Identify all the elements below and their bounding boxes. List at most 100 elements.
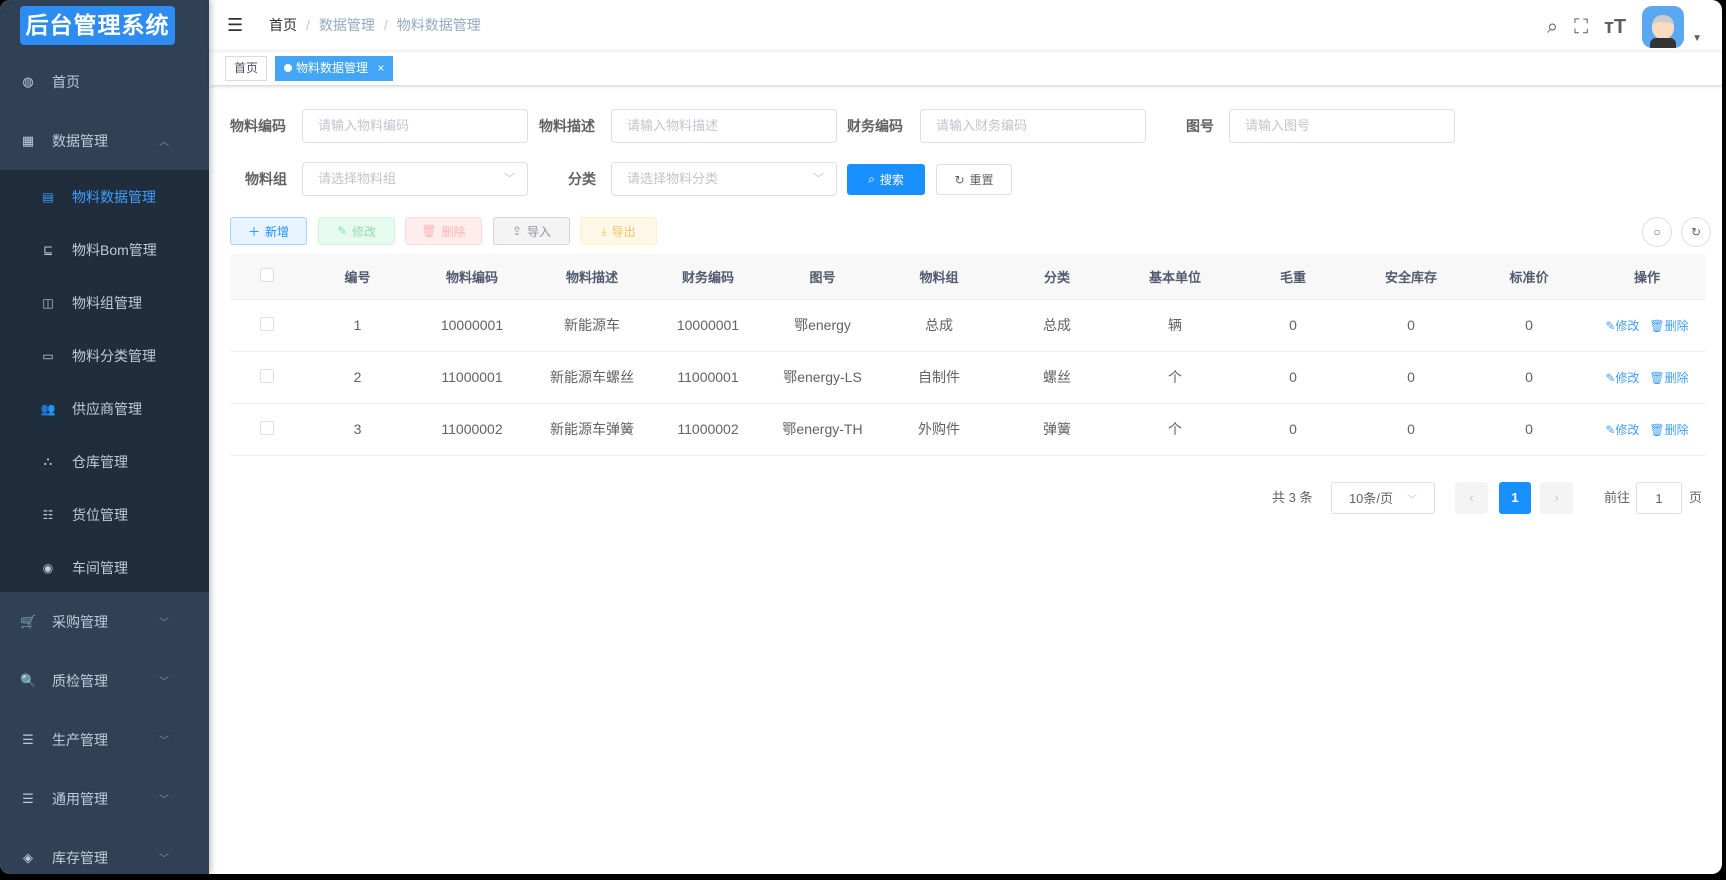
row-checkbox[interactable]	[260, 316, 274, 331]
page-1-button[interactable]: 1	[1499, 482, 1531, 514]
row-edit-link[interactable]: ✎修改	[1605, 422, 1640, 437]
link-label: 删除	[1664, 370, 1689, 385]
tab-home[interactable]: 首页	[225, 56, 268, 81]
link-label: 删除	[1664, 422, 1689, 437]
row-delete-link[interactable]: 🗑删除	[1649, 318, 1689, 333]
table-cell: 11000002	[651, 403, 765, 456]
sidebar-item-bom[interactable]: ⊑ 物料Bom管理	[0, 223, 209, 276]
sidebar: 后台管理系统 ◍ 首页 ▦ 数据管理 ︿ ▤ 物料数据管理 ⊑ 物料Bom管理 ◫ 物料组管…	[0, 0, 209, 874]
menu-toggle-icon[interactable]: ☰	[227, 14, 244, 35]
breadcrumb-item: 数据管理	[318, 17, 375, 33]
table-cell: 鄂energy-TH	[765, 403, 880, 456]
column-header: 标准价	[1470, 254, 1588, 300]
finance-code-input[interactable]: 请输入财务编码	[920, 109, 1146, 143]
avatar[interactable]	[1642, 6, 1685, 48]
add-button[interactable]: ＋ 新增	[230, 217, 307, 245]
select-all-checkbox[interactable]	[260, 267, 274, 282]
navbar: ☰ 首页 / 数据管理 / 物料数据管理 ⌕ ⛶ ᴛT ▼	[209, 0, 1722, 50]
sidebar-item-inventory[interactable]: ◈ 库存管理 ﹀	[0, 828, 209, 874]
link-label: 删除	[1664, 318, 1689, 333]
close-icon[interactable]: ×	[377, 61, 385, 75]
material-desc-input[interactable]: 请输入物料描述	[611, 109, 837, 143]
sidebar-item-workshop[interactable]: ◉ 车间管理	[0, 541, 209, 594]
document-icon: ▤	[42, 189, 54, 204]
chevron-down-icon: ﹀	[504, 173, 515, 185]
material-code-input[interactable]: 请输入物料编码	[302, 109, 528, 143]
import-button[interactable]: ⇪ 导入	[493, 217, 570, 245]
menu-label: 物料Bom管理	[72, 241, 157, 258]
drawing-no-input[interactable]: 请输入图号	[1229, 109, 1455, 143]
sidebar-item-warehouse[interactable]: ⛬ 仓库管理	[0, 435, 209, 488]
trash-icon: 🗑	[421, 224, 437, 238]
column-header: 图号	[765, 254, 880, 300]
table-cell: 0	[1234, 403, 1352, 456]
sidebar-item-supplier[interactable]: 👥 供应商管理	[0, 382, 209, 435]
row-delete-link[interactable]: 🗑删除	[1649, 422, 1689, 437]
table-cell: 0	[1470, 299, 1588, 352]
row-delete-link[interactable]: 🗑删除	[1649, 370, 1689, 385]
row-edit-link[interactable]: ✎修改	[1605, 318, 1640, 333]
reset-button[interactable]: ↻ 重置	[936, 164, 1012, 195]
column-icon: ◫	[42, 295, 54, 310]
fullscreen-icon[interactable]: ⛶	[1574, 15, 1589, 38]
sidebar-item-quality[interactable]: 🔍 质检管理 ﹀	[0, 651, 209, 710]
row-checkbox[interactable]	[260, 420, 274, 435]
cart-icon: 🛒	[20, 613, 37, 629]
edit-button[interactable]: ✎ 修改	[318, 217, 395, 245]
material-code-label: 物料编码	[230, 118, 286, 134]
toggle-search-button[interactable]: ○	[1642, 217, 1672, 247]
sidebar-item-group[interactable]: ◫ 物料组管理	[0, 276, 209, 329]
font-size-icon[interactable]: ᴛT	[1604, 15, 1627, 38]
delete-button[interactable]: 🗑 删除	[405, 217, 482, 245]
column-header: 毛重	[1234, 254, 1352, 300]
goto-label: 前往	[1604, 490, 1631, 505]
column-header: 物料组	[880, 254, 998, 300]
logo: 后台管理系统	[20, 6, 175, 45]
upload-icon: ⇪	[511, 224, 523, 238]
button-label: 导出	[611, 224, 636, 239]
search-icon: ○	[1653, 225, 1661, 239]
category-select[interactable]: 请选择物料分类 ﹀	[611, 162, 837, 196]
chevron-down-icon: ﹀	[813, 173, 824, 185]
material-group-select[interactable]: 请选择物料组 ﹀	[302, 162, 528, 196]
breadcrumb-item[interactable]: 首页	[269, 17, 297, 33]
table-cell: 个	[1116, 351, 1234, 404]
category-label: 分类	[568, 171, 596, 187]
menu-label: 物料分类管理	[72, 347, 156, 364]
table-cell: 鄂energy-LS	[765, 351, 880, 404]
search-icon[interactable]: ⌕	[1546, 15, 1559, 38]
table-cell: 2	[304, 351, 411, 404]
sidebar-item-production[interactable]: ☰ 生产管理 ﹀	[0, 710, 209, 769]
export-button[interactable]: ⤓ 导出	[580, 217, 657, 245]
edit-icon: ✎	[336, 224, 348, 238]
sidebar-item-purchase[interactable]: 🛒 采购管理 ﹀	[0, 592, 209, 651]
chevron-down-icon: ﹀	[159, 618, 169, 629]
next-page-button[interactable]: ›	[1540, 482, 1573, 514]
row-edit-link[interactable]: ✎修改	[1605, 370, 1640, 385]
row-checkbox[interactable]	[260, 368, 274, 383]
page-size-select[interactable]: 10条/页 ﹀	[1331, 482, 1435, 514]
sidebar-item-material[interactable]: ▤ 物料数据管理	[0, 170, 209, 223]
prev-page-button[interactable]: ‹	[1455, 482, 1488, 514]
link-label: 修改	[1615, 422, 1640, 437]
table-cell: 螺丝	[998, 351, 1116, 404]
chevron-down-icon: ﹀	[1407, 495, 1418, 506]
stack-icon: ◈	[23, 849, 33, 865]
breadcrumb: 首页 / 数据管理 / 物料数据管理	[269, 17, 481, 33]
placeholder: 请选择物料组	[318, 171, 397, 186]
sidebar-item-common[interactable]: ☰ 通用管理 ﹀	[0, 769, 209, 828]
tab-material[interactable]: 物料数据管理 ×	[275, 56, 394, 81]
goto-page-input[interactable]: 1	[1636, 482, 1682, 514]
search-button[interactable]: ⌕ 搜索	[847, 164, 925, 195]
sidebar-item-data[interactable]: ▦ 数据管理 ︿	[0, 111, 209, 170]
sidebar-item-category[interactable]: ▭ 物料分类管理	[0, 329, 209, 382]
refresh-button[interactable]: ↻	[1681, 217, 1711, 247]
sidebar-item-home[interactable]: ◍ 首页	[0, 52, 209, 111]
table-cell: 10000001	[651, 299, 765, 352]
menu-label: 供应商管理	[72, 400, 142, 417]
sidebar-item-location[interactable]: ☷ 货位管理	[0, 488, 209, 541]
caret-down-icon[interactable]: ▼	[1692, 32, 1702, 44]
tree-icon: ⊑	[42, 242, 54, 257]
hierarchy-icon: ⛬	[43, 454, 53, 468]
